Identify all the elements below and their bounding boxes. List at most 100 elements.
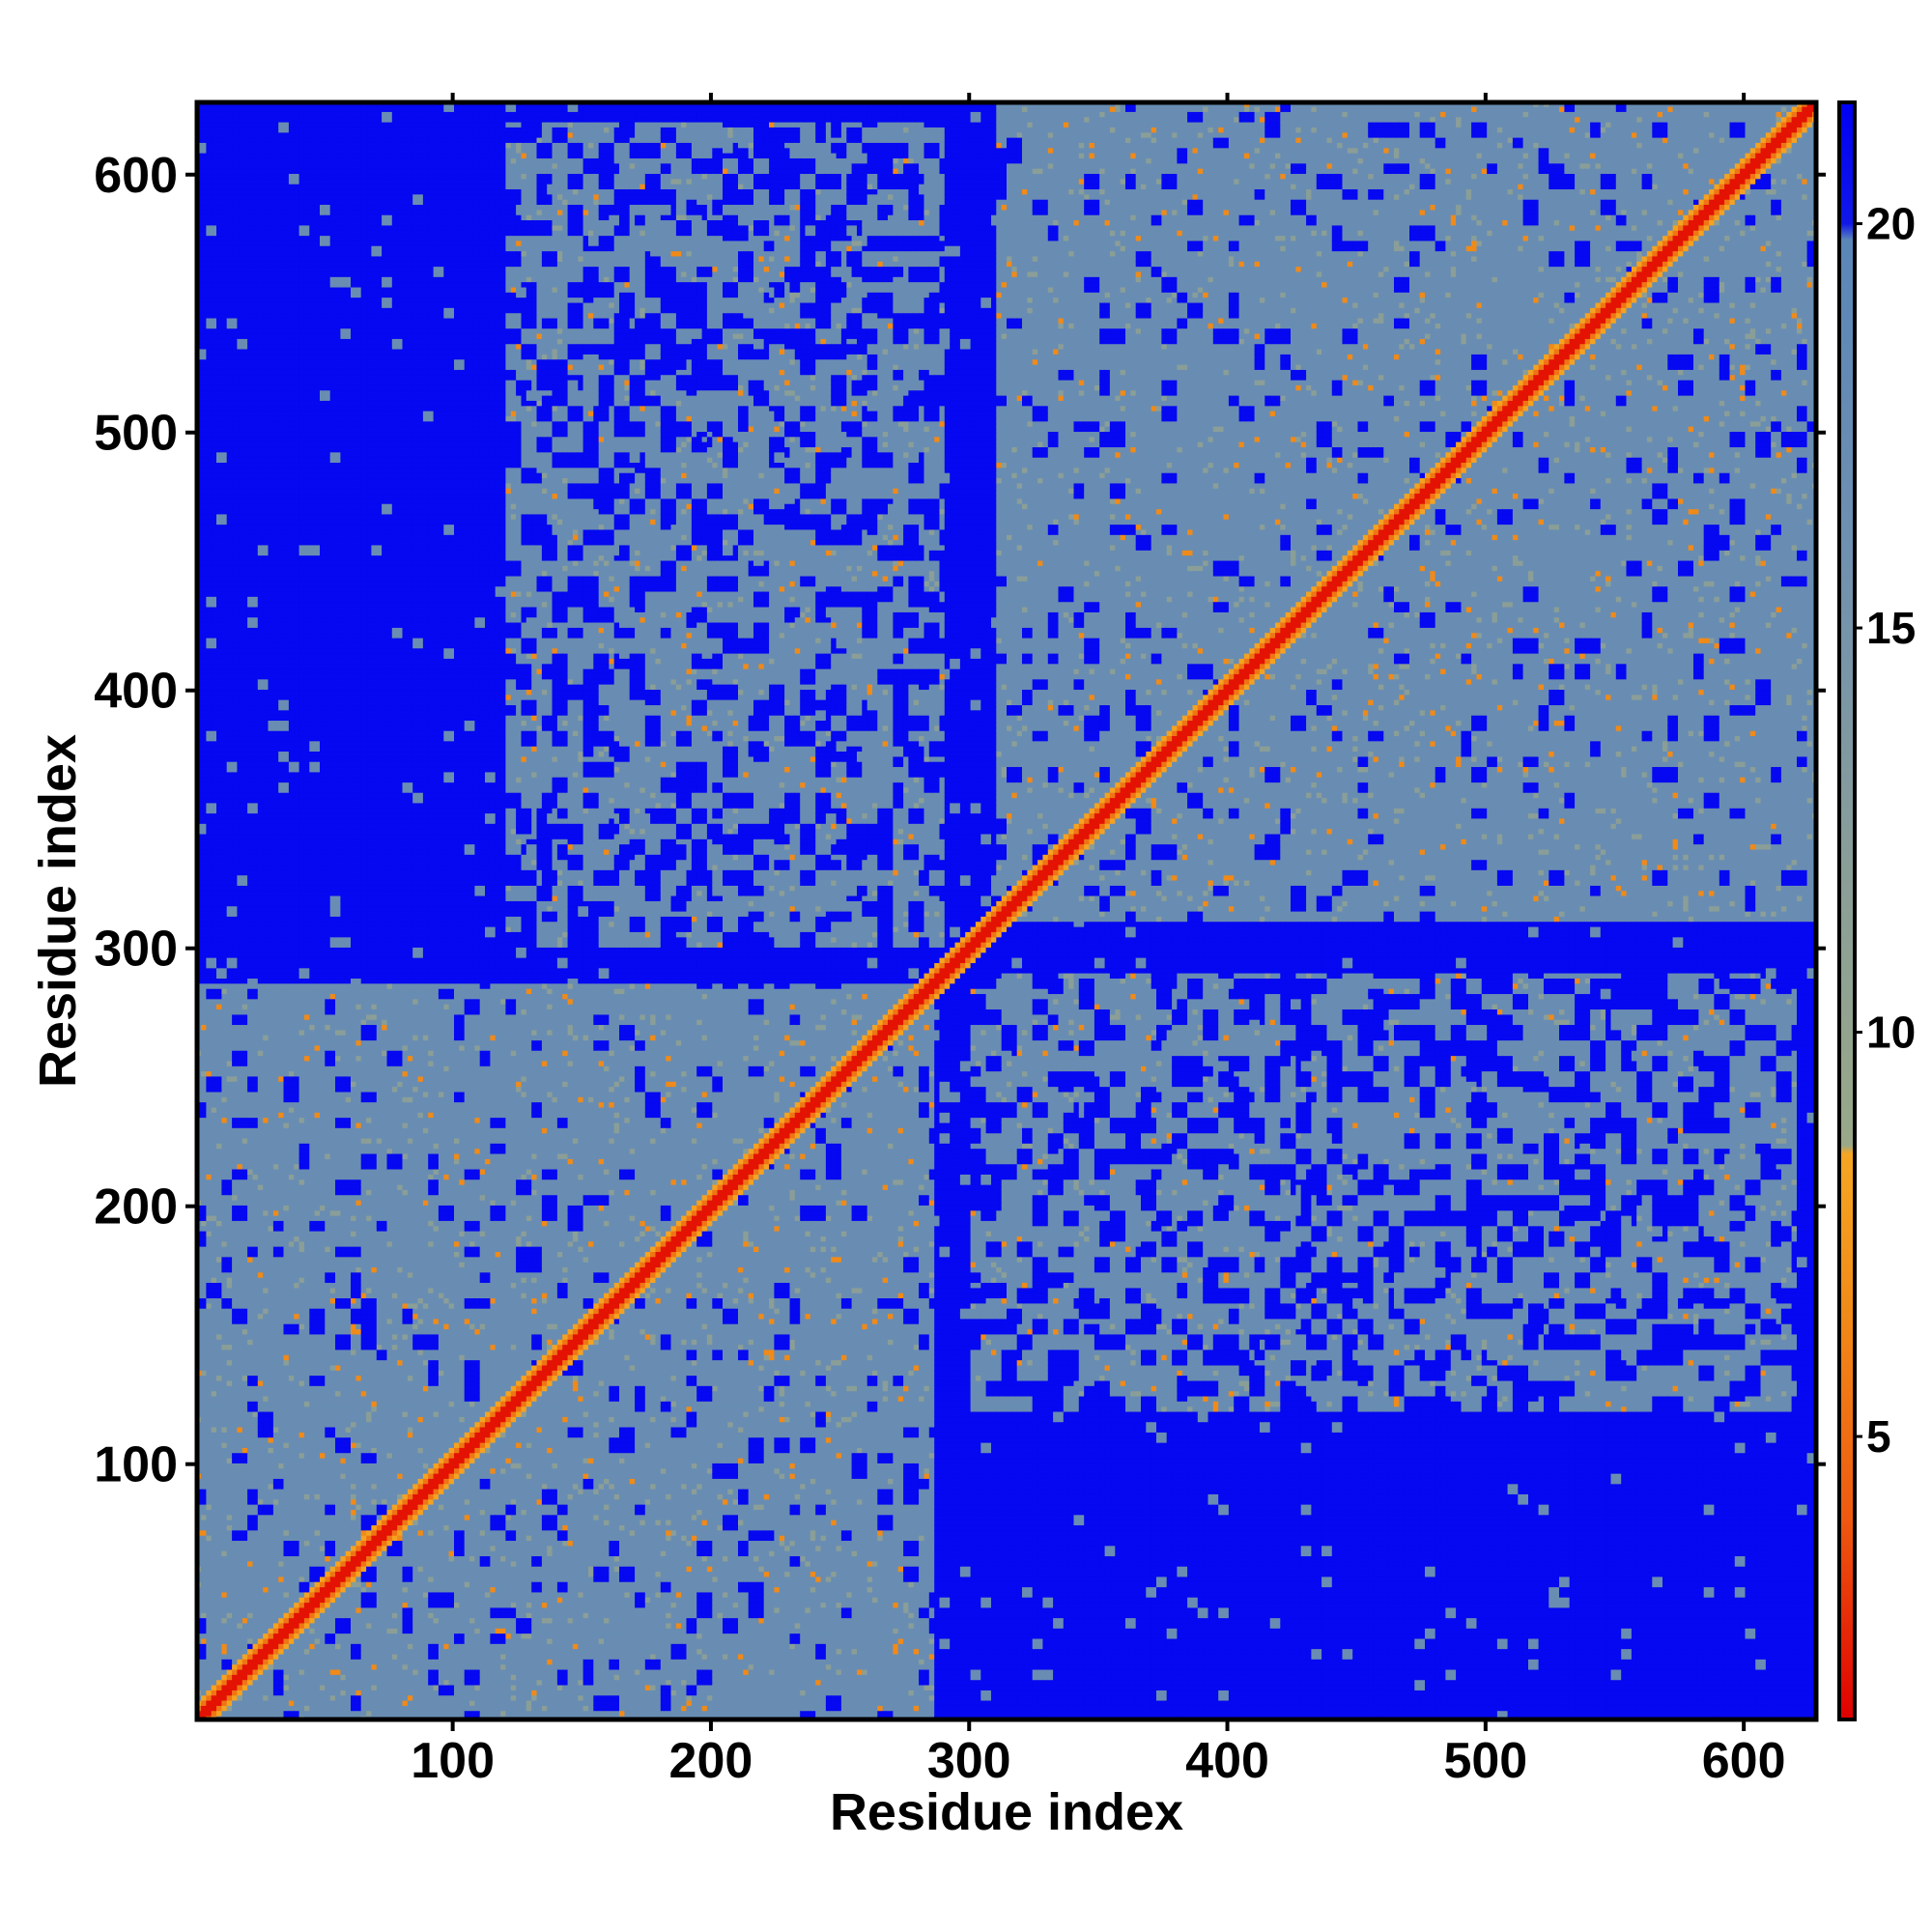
heatmap-cell [201, 1530, 207, 1536]
heatmap-cells [196, 101, 1818, 1721]
heatmap-cell [206, 437, 212, 442]
heatmap-cell [206, 668, 212, 674]
heatmap-cell [206, 338, 212, 344]
heatmap-cell [206, 1314, 212, 1320]
heatmap-cell [201, 1628, 207, 1634]
heatmap-cell [206, 472, 212, 478]
heatmap-cell [206, 973, 212, 979]
heatmap-cell [206, 236, 212, 242]
heatmap-cell [206, 1303, 212, 1309]
heatmap-cell [212, 1597, 217, 1603]
heatmap-cell [201, 354, 207, 359]
heatmap-cell [206, 1164, 212, 1170]
heatmap-cell [201, 854, 207, 860]
heatmap-cell [206, 798, 212, 804]
heatmap-cell [201, 1345, 207, 1350]
heatmap-cell [212, 1572, 217, 1577]
heatmap-cell [206, 400, 212, 406]
heatmap-cell [206, 638, 212, 643]
heatmap-cell [201, 803, 207, 809]
heatmap-cell [206, 1339, 212, 1345]
heatmap-cell [201, 1035, 207, 1040]
heatmap-cell [201, 267, 207, 272]
heatmap-cell [206, 1045, 212, 1051]
heatmap-cell [206, 1566, 212, 1572]
heatmap-cell [201, 633, 207, 639]
heatmap-cell [201, 1184, 207, 1190]
heatmap-cell [206, 761, 212, 767]
heatmap-cell [201, 715, 207, 721]
heatmap-cell [206, 369, 212, 375]
heatmap-cell [201, 560, 207, 566]
heatmap-cell [206, 168, 212, 174]
heatmap-cell [212, 1566, 217, 1572]
heatmap-cell [201, 1685, 207, 1690]
heatmap-cell [201, 1189, 207, 1195]
heatmap-cell [201, 735, 207, 741]
heatmap-cell [201, 157, 207, 163]
heatmap-cell [201, 498, 207, 504]
heatmap-cell [201, 1618, 207, 1624]
heatmap-cell [201, 1638, 207, 1644]
heatmap-cell [206, 1205, 212, 1210]
heatmap-cell [206, 725, 212, 731]
heatmap-cell [212, 1643, 217, 1649]
heatmap-cell [206, 411, 212, 416]
heatmap-cell [206, 1515, 212, 1520]
heatmap-cell [201, 596, 207, 602]
heatmap-cell [206, 1705, 212, 1711]
heatmap-cell [201, 679, 207, 685]
heatmap-cell [206, 1422, 212, 1428]
heatmap-cell [201, 911, 207, 917]
heatmap-cell [201, 452, 207, 458]
heatmap-cell [206, 860, 212, 866]
heatmap-cell [201, 318, 207, 324]
heatmap-cell [206, 1122, 212, 1128]
heatmap-cell [206, 344, 212, 350]
heatmap-cell [201, 922, 207, 927]
heatmap-cell [206, 942, 212, 948]
heatmap-cell [206, 1133, 212, 1139]
heatmap-cell [201, 591, 207, 597]
heatmap-cell [206, 1179, 212, 1185]
heatmap-cell [201, 1360, 207, 1366]
heatmap-cell [206, 421, 212, 427]
heatmap-cell [201, 999, 207, 1005]
heatmap-cell [201, 411, 207, 416]
heatmap-cell [206, 1158, 212, 1164]
heatmap-cell [201, 586, 207, 592]
heatmap-cell [206, 1659, 212, 1664]
heatmap-cell [201, 926, 207, 932]
heatmap-cell [201, 1493, 207, 1499]
heatmap-cell [206, 1556, 212, 1562]
heatmap-cell [206, 1524, 212, 1530]
heatmap-cell [201, 287, 207, 293]
heatmap-cell [201, 1587, 207, 1593]
heatmap-cell [201, 1432, 207, 1437]
heatmap-cell [206, 699, 212, 705]
heatmap-cell [201, 1334, 207, 1340]
heatmap-cell [206, 772, 212, 778]
heatmap-cell [206, 1087, 212, 1093]
heatmap-cell [201, 323, 207, 328]
heatmap-cell [206, 1350, 212, 1355]
heatmap-cell [206, 664, 212, 669]
heatmap-cell [201, 880, 207, 886]
heatmap-cell [206, 1700, 212, 1706]
heatmap-cell [201, 1396, 207, 1402]
heatmap-cell [206, 947, 212, 952]
heatmap-cell [201, 1288, 207, 1293]
heatmap-cell [201, 1257, 207, 1263]
heatmap-cell [206, 838, 212, 844]
heatmap-cell [201, 1520, 207, 1525]
heatmap-cell [206, 642, 212, 648]
heatmap-cell [206, 1473, 212, 1479]
heatmap-cell [201, 205, 207, 211]
heatmap-cell [201, 1535, 207, 1541]
heatmap-cell [206, 735, 212, 741]
heatmap-cell [201, 525, 207, 530]
heatmap-cell [206, 704, 212, 710]
heatmap-cell [206, 446, 212, 452]
heatmap-cell [201, 132, 207, 138]
heatmap-cell [201, 282, 207, 288]
